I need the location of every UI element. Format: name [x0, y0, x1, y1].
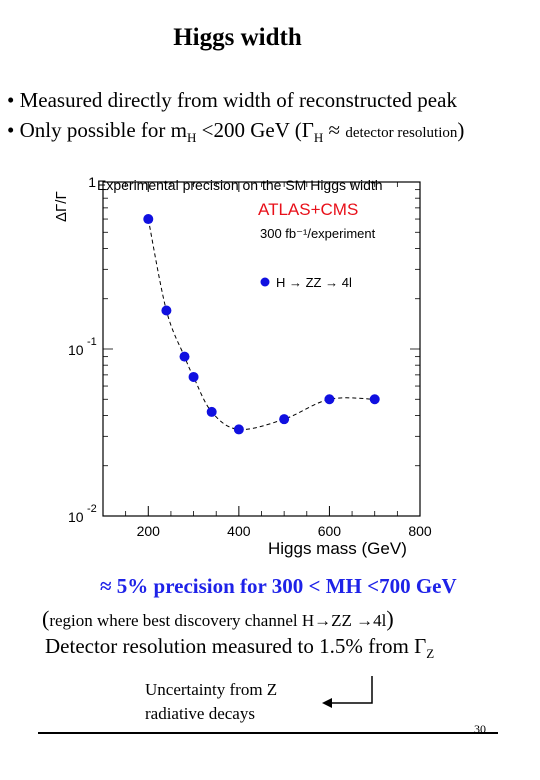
legend-label: H → ZZ → 4l: [276, 275, 352, 290]
data-point: [233, 424, 244, 435]
bullet2-sub-h: H: [187, 130, 197, 145]
data-point: [369, 394, 380, 405]
y-tick-label-exp: -2: [87, 503, 97, 515]
y-axis-label: ΔΓ/Γ: [53, 191, 70, 222]
data-point: [324, 394, 335, 405]
detector-resolution-sub-z: Z: [426, 646, 435, 661]
x-tick-label: 200: [137, 523, 161, 539]
bullet2-middle: <200 GeV (Γ: [196, 118, 314, 142]
bullet2-approx: ≈: [323, 118, 346, 142]
data-point: [161, 305, 172, 316]
axis-ticks: [102, 182, 421, 517]
bullet2-sub-h2: H: [313, 130, 324, 145]
data-point: [206, 406, 217, 417]
page-number: 30: [474, 722, 486, 736]
y-tick-label-base: 10: [68, 509, 84, 525]
y-tick-label-base: 10: [68, 342, 84, 358]
arrow-icon: [322, 676, 373, 708]
detector-resolution-text: Detector resolution measured to 1.5% fro…: [45, 634, 427, 658]
y-tick-label: 1: [88, 174, 96, 190]
bullet2-close: ): [457, 118, 465, 142]
precision-statement: ≈ 5% precision for 300 < MH <700 GeV: [100, 574, 457, 598]
x-axis-label: Higgs mass (GeV): [268, 539, 407, 558]
fit-curve: [147, 218, 375, 431]
uncertainty-line-2: radiative decays: [145, 704, 255, 723]
detector-resolution-line: Detector resolution measured to 1.5% fro…: [45, 634, 435, 661]
uncertainty-line-1: Uncertainty from Z: [145, 680, 278, 699]
x-tick-label: 600: [318, 523, 342, 539]
data-points-layer: [143, 214, 380, 435]
luminosity-label: 300 fb⁻¹/experiment: [260, 226, 376, 241]
legend-marker: [260, 277, 270, 287]
bullet2-detector-resolution: detector resolution: [345, 125, 458, 141]
x-tick-label: 400: [227, 523, 251, 539]
bullet2-prefix: • Only possible for m: [7, 118, 188, 142]
region-note: (region where best discovery channel H→Z…: [42, 606, 394, 632]
bottom-rule: [38, 732, 498, 734]
data-point: [179, 351, 190, 362]
region-body: region where best discovery channel H→ZZ…: [49, 611, 387, 630]
fit-curve-layer: [147, 218, 375, 431]
data-point: [143, 214, 154, 225]
bullet-only-possible: • Only possible for mH <200 GeV (ΓH ≈ de…: [7, 118, 465, 145]
y-tick-label-exp: -1: [87, 336, 97, 348]
slide-title: Higgs width: [173, 24, 302, 51]
region-open-paren: (: [42, 606, 50, 631]
atlas-cms-label: ATLAS+CMS: [258, 200, 358, 219]
x-tick-label: 800: [408, 523, 432, 539]
bullet-measured-directly: • Measured directly from width of recons…: [7, 88, 457, 112]
chart-title: Experimental precision on the SM Higgs w…: [97, 177, 383, 193]
region-close-paren: ): [386, 606, 394, 631]
data-point: [279, 414, 290, 425]
data-point: [188, 371, 199, 382]
